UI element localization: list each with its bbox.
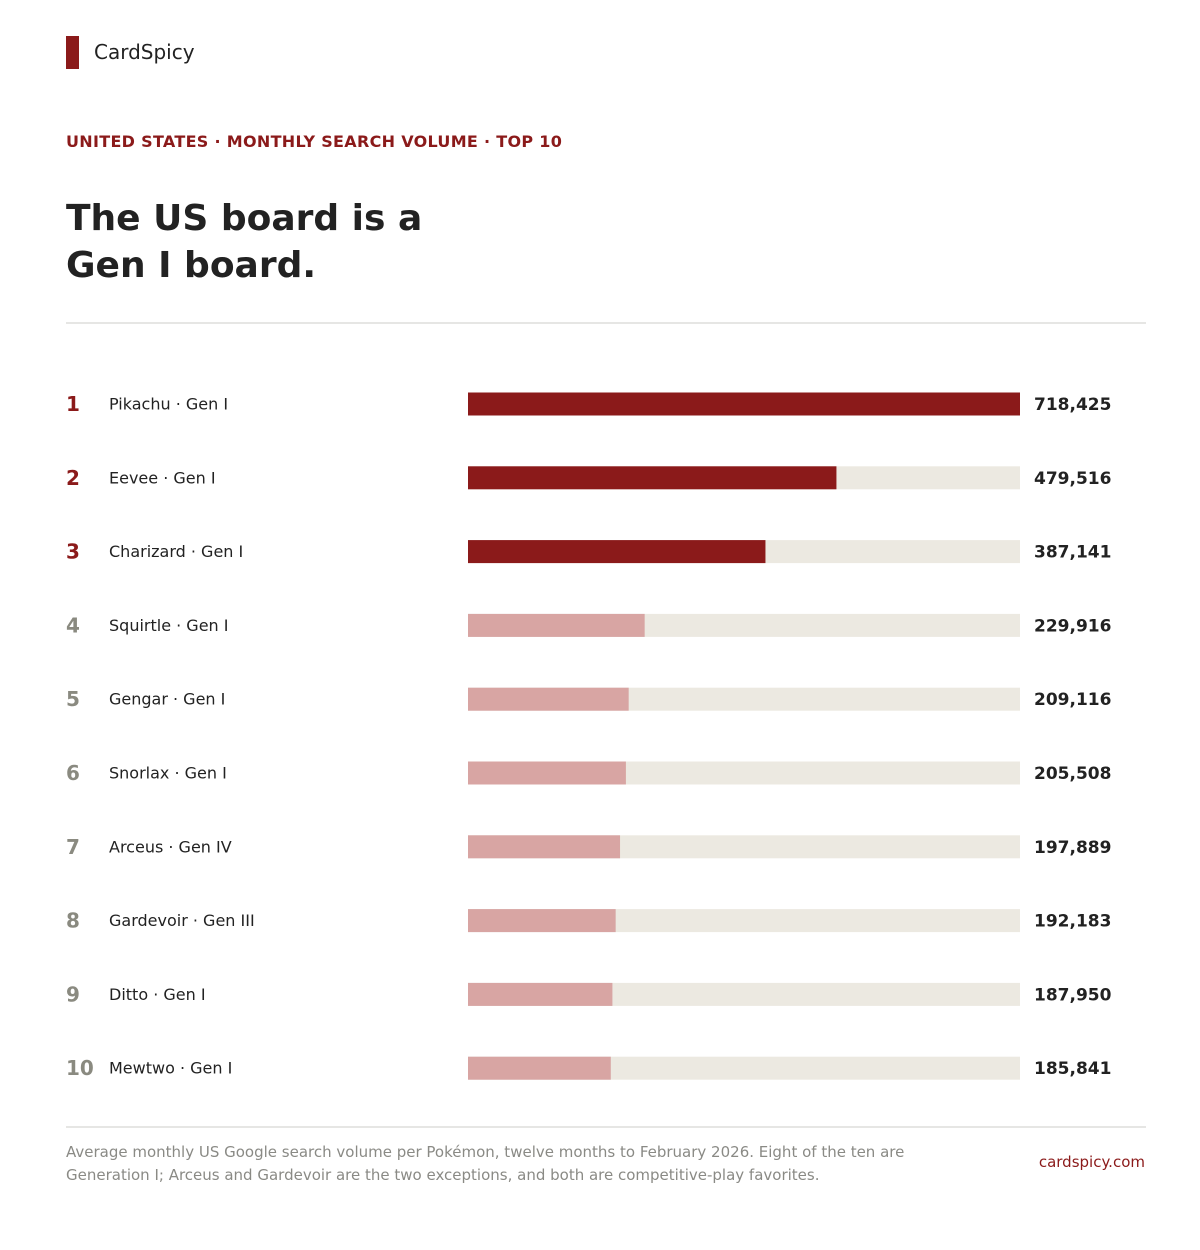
rank-label: 4	[66, 613, 80, 637]
value-label: 197,889	[1034, 838, 1111, 858]
rank-label: 1	[66, 392, 80, 416]
bar	[468, 392, 1020, 416]
bar	[468, 613, 645, 637]
bar	[468, 687, 629, 711]
value-label: 205,508	[1034, 764, 1111, 784]
rank-label: 5	[66, 687, 80, 711]
category-label: Gardevoir · Gen III	[109, 911, 255, 930]
category-label: Eevee · Gen I	[109, 468, 216, 487]
chart-row: 2 Eevee · Gen I 479,516	[66, 466, 1111, 490]
brand-name: CardSpicy	[94, 40, 195, 64]
rank-label: 10	[66, 1056, 94, 1080]
rank-label: 9	[66, 982, 80, 1006]
value-label: 185,841	[1034, 1059, 1111, 1079]
footnote: Average monthly US Google search volume …	[66, 1143, 905, 1184]
chart-row: 7 Arceus · Gen IV 197,889	[66, 835, 1111, 859]
chart-eyebrow: UNITED STATES · MONTHLY SEARCH VOLUME · …	[66, 132, 563, 151]
chart-row: 6 Snorlax · Gen I 205,508	[66, 761, 1111, 785]
category-label: Arceus · Gen IV	[109, 837, 232, 856]
bar	[468, 1056, 611, 1080]
brand-logo-mark	[66, 36, 79, 69]
chart-row: 4 Squirtle · Gen I 229,916	[66, 613, 1111, 637]
bar	[468, 466, 837, 490]
chart-row: 5 Gengar · Gen I 209,116	[66, 687, 1111, 711]
value-label: 192,183	[1034, 912, 1111, 932]
bar	[468, 909, 616, 933]
chart-row: 9 Ditto · Gen I 187,950	[66, 982, 1112, 1006]
value-label: 479,516	[1034, 469, 1111, 489]
rank-label: 6	[66, 761, 80, 785]
category-label: Mewtwo · Gen I	[109, 1059, 232, 1078]
chart-row: 8 Gardevoir · Gen III 192,183	[66, 909, 1111, 933]
rank-label: 2	[66, 466, 80, 490]
bar	[468, 982, 613, 1006]
brand: CardSpicy	[66, 36, 195, 69]
chart-row: 1 Pikachu · Gen I 718,425	[66, 392, 1111, 416]
category-label: Snorlax · Gen I	[109, 764, 227, 783]
category-label: Gengar · Gen I	[109, 690, 225, 709]
bar	[468, 761, 626, 785]
category-label: Ditto · Gen I	[109, 985, 206, 1004]
category-label: Pikachu · Gen I	[109, 395, 228, 414]
bar	[468, 540, 766, 564]
chart-title: The US board is a Gen I board.	[66, 198, 423, 286]
rank-label: 3	[66, 540, 80, 564]
bottom-divider	[66, 1126, 1146, 1128]
value-label: 187,950	[1034, 985, 1112, 1005]
rank-label: 8	[66, 909, 80, 933]
category-label: Squirtle · Gen I	[109, 616, 228, 635]
value-label: 229,916	[1034, 616, 1111, 636]
value-label: 387,141	[1034, 543, 1111, 563]
value-label: 209,116	[1034, 690, 1111, 710]
top-divider	[66, 322, 1146, 324]
site-link[interactable]: cardspicy.com	[1038, 1153, 1145, 1171]
category-label: Charizard · Gen I	[109, 542, 243, 561]
chart-row: 3 Charizard · Gen I 387,141	[66, 540, 1111, 564]
rank-label: 7	[66, 835, 80, 859]
value-label: 718,425	[1034, 395, 1111, 415]
chart-row: 10 Mewtwo · Gen I 185,841	[66, 1056, 1111, 1080]
bar	[468, 835, 621, 859]
